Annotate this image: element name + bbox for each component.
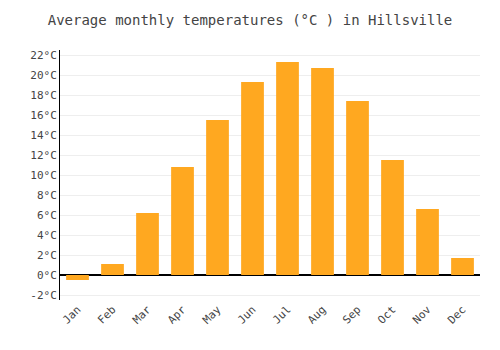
svg-text:10°C: 10°C — [30, 169, 57, 182]
svg-text:12°C: 12°C — [30, 149, 57, 162]
svg-text:16°C: 16°C — [30, 109, 57, 122]
svg-text:0°C: 0°C — [37, 269, 57, 282]
svg-text:8°C: 8°C — [37, 189, 57, 202]
svg-text:6°C: 6°C — [37, 209, 57, 222]
svg-text:Aug: Aug — [305, 303, 328, 326]
svg-text:-2°C: -2°C — [30, 289, 57, 302]
svg-text:20°C: 20°C — [30, 69, 57, 82]
svg-text:22°C: 22°C — [30, 49, 57, 62]
svg-text:Nov: Nov — [410, 303, 434, 327]
svg-text:2°C: 2°C — [37, 249, 57, 262]
svg-text:Mar: Mar — [130, 303, 154, 327]
svg-text:18°C: 18°C — [30, 89, 57, 102]
svg-text:Dec: Dec — [445, 303, 468, 326]
svg-text:Jul: Jul — [270, 303, 293, 326]
svg-text:Feb: Feb — [95, 303, 118, 326]
svg-text:May: May — [200, 303, 224, 327]
svg-text:Jun: Jun — [235, 303, 258, 326]
svg-text:4°C: 4°C — [37, 229, 57, 242]
svg-text:Average monthly temperatures (: Average monthly temperatures (°C ) in Hi… — [48, 12, 453, 28]
svg-text:Sep: Sep — [340, 303, 363, 326]
svg-text:Oct: Oct — [375, 303, 398, 326]
svg-text:14°C: 14°C — [30, 129, 57, 142]
svg-text:Jan: Jan — [60, 303, 83, 326]
svg-text:Apr: Apr — [165, 303, 189, 327]
